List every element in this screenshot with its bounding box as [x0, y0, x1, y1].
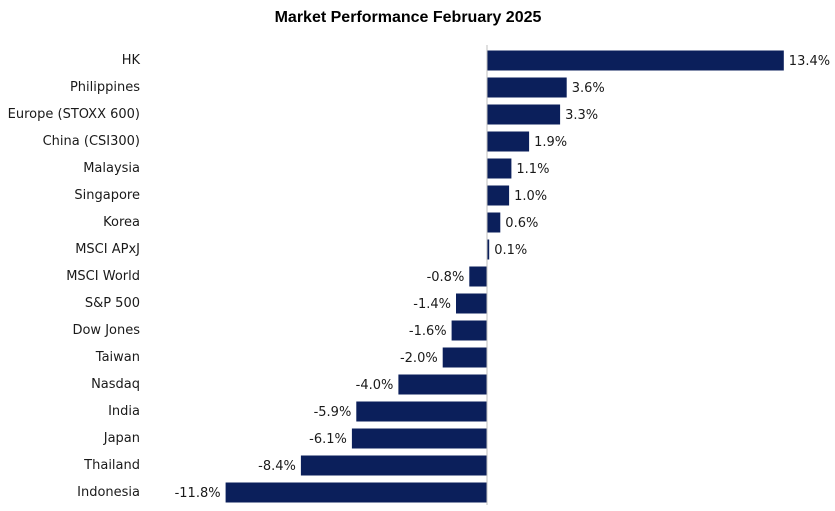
bar-7 — [487, 239, 490, 260]
bar-13 — [356, 401, 487, 422]
value-label-2: 3.3% — [565, 108, 598, 123]
category-label-6: Korea — [103, 215, 140, 230]
category-label-9: S&P 500 — [85, 296, 140, 311]
value-label-0: 13.4% — [789, 54, 830, 69]
category-label-11: Taiwan — [95, 350, 140, 365]
bar-15 — [300, 455, 487, 476]
bars-group — [225, 50, 784, 503]
value-label-5: 1.0% — [514, 189, 547, 204]
value-label-16: -11.8% — [175, 486, 221, 501]
category-label-4: Malaysia — [83, 161, 140, 176]
bar-16 — [225, 482, 487, 503]
bar-4 — [487, 158, 512, 179]
bar-2 — [487, 104, 561, 125]
value-label-4: 1.1% — [516, 162, 549, 177]
value-label-10: -1.6% — [409, 324, 447, 339]
category-label-14: Japan — [103, 431, 140, 446]
category-label-1: Philippines — [70, 80, 140, 95]
value-label-14: -6.1% — [309, 432, 347, 447]
value-label-13: -5.9% — [314, 405, 352, 420]
category-label-3: China (CSI300) — [43, 134, 140, 149]
bar-0 — [487, 50, 784, 71]
value-label-15: -8.4% — [258, 459, 296, 474]
value-label-1: 3.6% — [572, 81, 605, 96]
category-label-13: India — [108, 404, 140, 419]
value-labels-group: 13.4% 3.6% 3.3% 1.9% 1.1% 1.0% 0.6% 0.1% -0.8% -1… — [175, 54, 831, 501]
category-label-2: Europe (STOXX 600) — [8, 107, 140, 122]
category-labels-group: HK Philippines Europe (STOXX 600) China (CS… — [8, 53, 141, 500]
value-label-11: -2.0% — [400, 351, 438, 366]
category-label-5: Singapore — [74, 188, 140, 203]
category-label-8: MSCI World — [66, 269, 140, 284]
bar-11 — [442, 347, 487, 368]
bar-10 — [451, 320, 487, 341]
value-label-8: -0.8% — [427, 270, 465, 285]
category-label-16: Indonesia — [77, 485, 140, 500]
category-label-12: Nasdaq — [91, 377, 140, 392]
value-label-3: 1.9% — [534, 135, 567, 150]
bar-3 — [487, 131, 530, 152]
category-label-7: MSCI APxJ — [75, 242, 140, 257]
bar-14 — [351, 428, 487, 449]
category-label-15: Thailand — [83, 458, 140, 473]
value-label-7: 0.1% — [494, 243, 527, 258]
value-label-12: -4.0% — [356, 378, 394, 393]
bar-6 — [487, 212, 501, 233]
bar-5 — [487, 185, 510, 206]
bar-8 — [469, 266, 487, 287]
value-label-9: -1.4% — [413, 297, 451, 312]
bar-1 — [487, 77, 567, 98]
category-label-10: Dow Jones — [72, 323, 140, 338]
bar-12 — [398, 374, 487, 395]
chart-title: Market Performance February 2025 — [275, 9, 542, 26]
value-label-6: 0.6% — [505, 216, 538, 231]
category-label-0: HK — [122, 53, 141, 68]
bar-9 — [456, 293, 487, 314]
